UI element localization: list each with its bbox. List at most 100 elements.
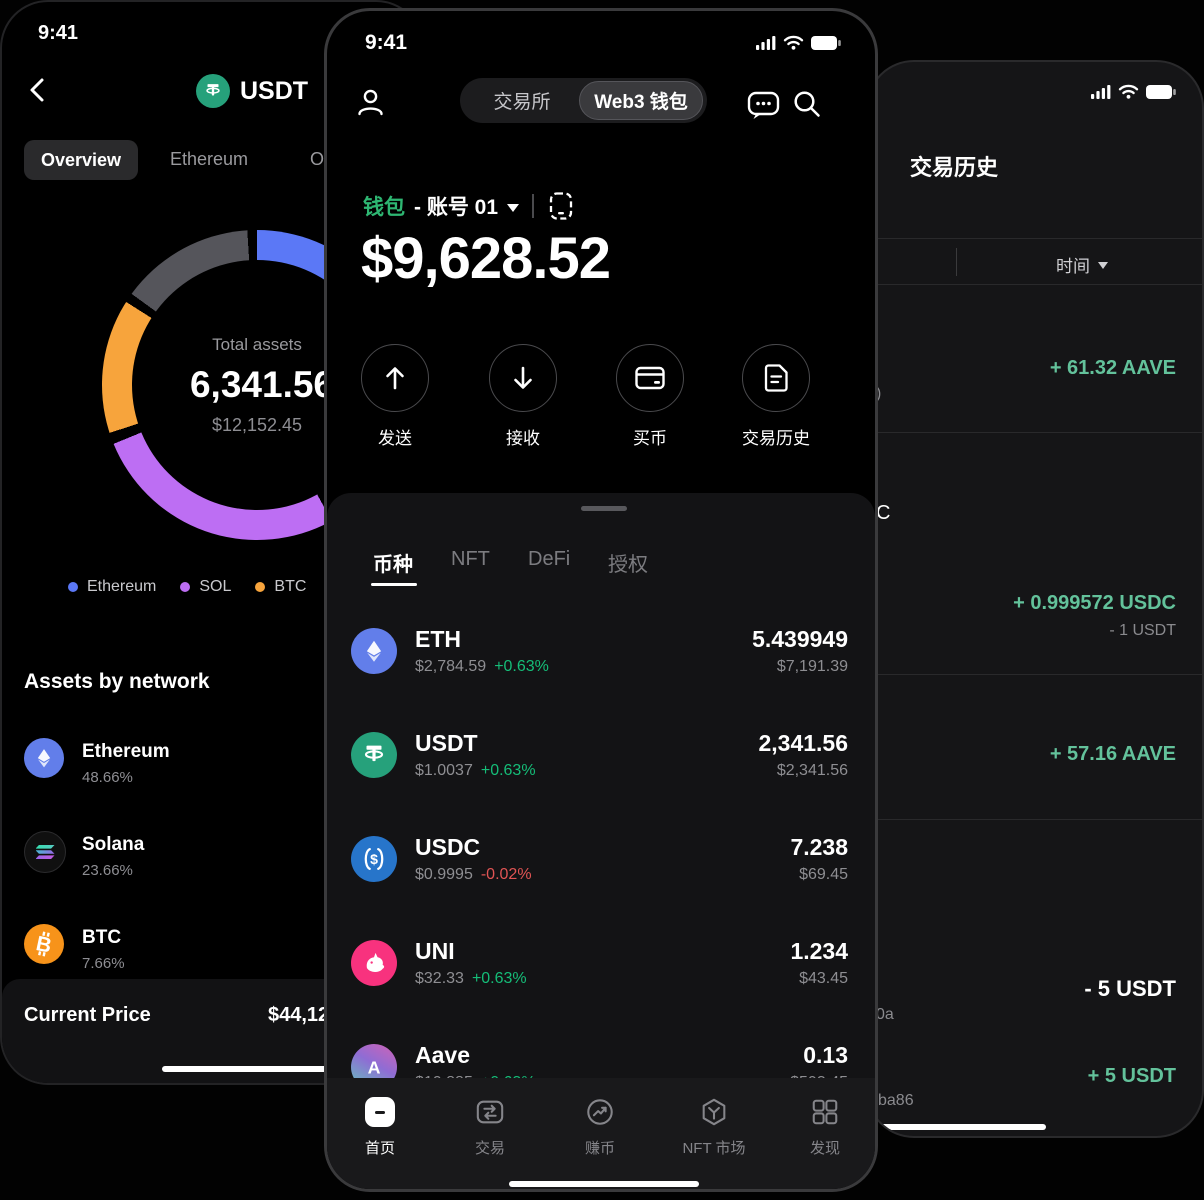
chevron-down-icon xyxy=(1098,262,1108,269)
tx-sub-amount: - 1 USDT xyxy=(1109,622,1176,639)
tab-overview[interactable]: Overview xyxy=(24,140,138,180)
token-symbol: ETH xyxy=(415,626,461,652)
network-row-btc[interactable]: B BTC 7.66% xyxy=(24,924,125,976)
scan-qr-icon[interactable] xyxy=(547,191,575,221)
tab-approvals[interactable]: 授权 xyxy=(608,554,648,576)
token-amount: 1.234 xyxy=(790,938,848,964)
wallet-account-row[interactable]: 钱包 - 账号 01 xyxy=(363,191,575,221)
usdc-icon: $ xyxy=(351,836,397,882)
nav-label: 交易 xyxy=(474,1140,505,1157)
right-phone: 交易历史 时间 ) + 61.32 AAVE C + 0.999572 USDC… xyxy=(866,60,1204,1138)
nav-earn[interactable]: 赚币 xyxy=(545,1096,655,1158)
token-row-eth[interactable]: ETH $2,784.59 +0.63% 5.439949 $7,191.39 xyxy=(327,626,875,732)
status-time: 9:41 xyxy=(365,31,408,54)
action-send[interactable]: 发送 xyxy=(349,344,441,449)
total-balance: $9,628.52 xyxy=(361,226,611,291)
tx-amount[interactable]: + 5 USDT xyxy=(1087,1065,1176,1087)
home-indicator[interactable] xyxy=(509,1181,699,1187)
legend-label-ethereum: Ethereum xyxy=(87,578,157,595)
segmented-control: 交易所 Web3 钱包 xyxy=(460,78,707,123)
tx-left-fragment: ba86 xyxy=(878,1092,914,1109)
search-icon[interactable] xyxy=(791,88,823,120)
network-pct: 7.66% xyxy=(82,955,125,972)
support-chat-icon[interactable] xyxy=(747,89,780,121)
token-price: $2,784.59 xyxy=(415,658,487,675)
divider xyxy=(532,194,534,218)
token-amount: 5.439949 xyxy=(752,626,848,652)
action-label: 发送 xyxy=(378,429,412,448)
nav-label: 首页 xyxy=(364,1140,395,1157)
tx-amount[interactable]: + 57.16 AAVE xyxy=(1049,743,1176,765)
page-title: USDT xyxy=(240,76,309,105)
nav-trade[interactable]: 交易 xyxy=(435,1096,545,1158)
token-amount: 7.238 xyxy=(790,834,848,860)
wifi-icon xyxy=(783,35,804,50)
action-history[interactable]: 交易历史 xyxy=(730,344,822,449)
document-icon xyxy=(764,364,788,392)
network-name: Ethereum xyxy=(82,741,170,762)
tab-exchange[interactable]: 交易所 xyxy=(493,92,551,113)
ethereum-icon xyxy=(24,738,64,778)
profile-icon[interactable] xyxy=(355,87,386,118)
page-title-history: 交易历史 xyxy=(910,155,999,180)
network-pct: 48.66% xyxy=(82,769,133,786)
nav-label: 赚币 xyxy=(584,1140,615,1157)
donut-total-usd: $12,152.45 xyxy=(211,415,303,435)
action-buy[interactable]: 买币 xyxy=(604,344,696,449)
network-row-solana[interactable]: Solana 23.66% xyxy=(24,831,144,883)
tab-coins[interactable]: 币种 xyxy=(373,554,413,576)
nav-discover[interactable]: 发现 xyxy=(770,1096,875,1158)
token-change: +0.63% xyxy=(480,762,536,779)
token-row-usdc[interactable]: $ USDC $0.9995 -0.02% 7.238 $69.45 xyxy=(327,834,875,940)
token-symbol: USDT xyxy=(415,730,478,756)
tx-left-fragment: C xyxy=(876,502,891,524)
home-indicator[interactable] xyxy=(880,1124,1046,1130)
action-label: 买币 xyxy=(633,429,667,448)
center-phone: 9:41 交易所 Web3 钱包 钱包 - 账号 01 $9,628.52 发送… xyxy=(324,8,878,1192)
token-value: $69.45 xyxy=(799,866,848,883)
tx-amount[interactable]: + 0.999572 USDC xyxy=(1013,592,1176,614)
action-label: 交易历史 xyxy=(742,429,810,448)
nav-label: NFT 市场 xyxy=(682,1140,746,1157)
divider xyxy=(868,674,1202,675)
status-time: 9:41 xyxy=(38,22,79,44)
filter-time-dropdown[interactable]: 时间 xyxy=(1056,252,1108,277)
token-row-usdt[interactable]: USDT $1.0037 +0.63% 2,341.56 $2,341.56 xyxy=(327,730,875,836)
nav-nft-market[interactable]: NFT 市场 xyxy=(659,1096,769,1158)
tab-defi[interactable]: DeFi xyxy=(528,548,571,570)
usdt-icon xyxy=(351,732,397,778)
token-price: $0.9995 xyxy=(415,866,473,883)
tab-web3-wallet[interactable]: Web3 钱包 xyxy=(579,81,703,120)
action-receive[interactable]: 接收 xyxy=(477,344,569,449)
sheet-drag-handle[interactable] xyxy=(581,506,627,511)
tab-ethereum[interactable]: Ethereum xyxy=(170,149,249,169)
tx-amount[interactable]: - 5 USDT xyxy=(1084,976,1176,1001)
legend-dot-sol xyxy=(180,582,191,592)
eth-icon xyxy=(351,628,397,674)
token-row-uni[interactable]: UNI $32.33 +0.63% 1.234 $43.45 xyxy=(327,938,875,1044)
tab-nft[interactable]: NFT xyxy=(451,548,490,570)
tx-amount[interactable]: + 61.32 AAVE xyxy=(1049,357,1176,379)
earn-icon xyxy=(587,1099,613,1125)
nav-home[interactable]: 首页 xyxy=(327,1096,435,1158)
token-value: $7,191.39 xyxy=(776,658,848,675)
network-name: BTC xyxy=(82,927,122,948)
home-indicator[interactable] xyxy=(162,1066,374,1072)
tx-left-fragment: 0a xyxy=(876,1006,894,1023)
token-symbol: USDC xyxy=(415,834,481,860)
back-button[interactable] xyxy=(24,76,52,104)
token-change: +0.63% xyxy=(494,658,549,675)
nav-label: 发现 xyxy=(809,1140,840,1157)
token-value: $43.45 xyxy=(799,970,848,987)
arrow-up-icon xyxy=(386,367,404,390)
discover-icon xyxy=(812,1099,838,1125)
network-row-ethereum[interactable]: Ethereum 48.66% xyxy=(24,738,170,790)
tx-left-fragment: ) xyxy=(876,385,882,402)
section-title-assets-by-network: Assets by network xyxy=(24,670,210,693)
divider xyxy=(868,238,1202,239)
filter-time-label: 时间 xyxy=(1056,257,1090,276)
tab-third-partial[interactable]: O xyxy=(310,149,325,169)
network-pct: 23.66% xyxy=(82,862,133,879)
network-name: Solana xyxy=(82,834,145,855)
donut-legend: Ethereum SOL BTC xyxy=(68,578,306,596)
